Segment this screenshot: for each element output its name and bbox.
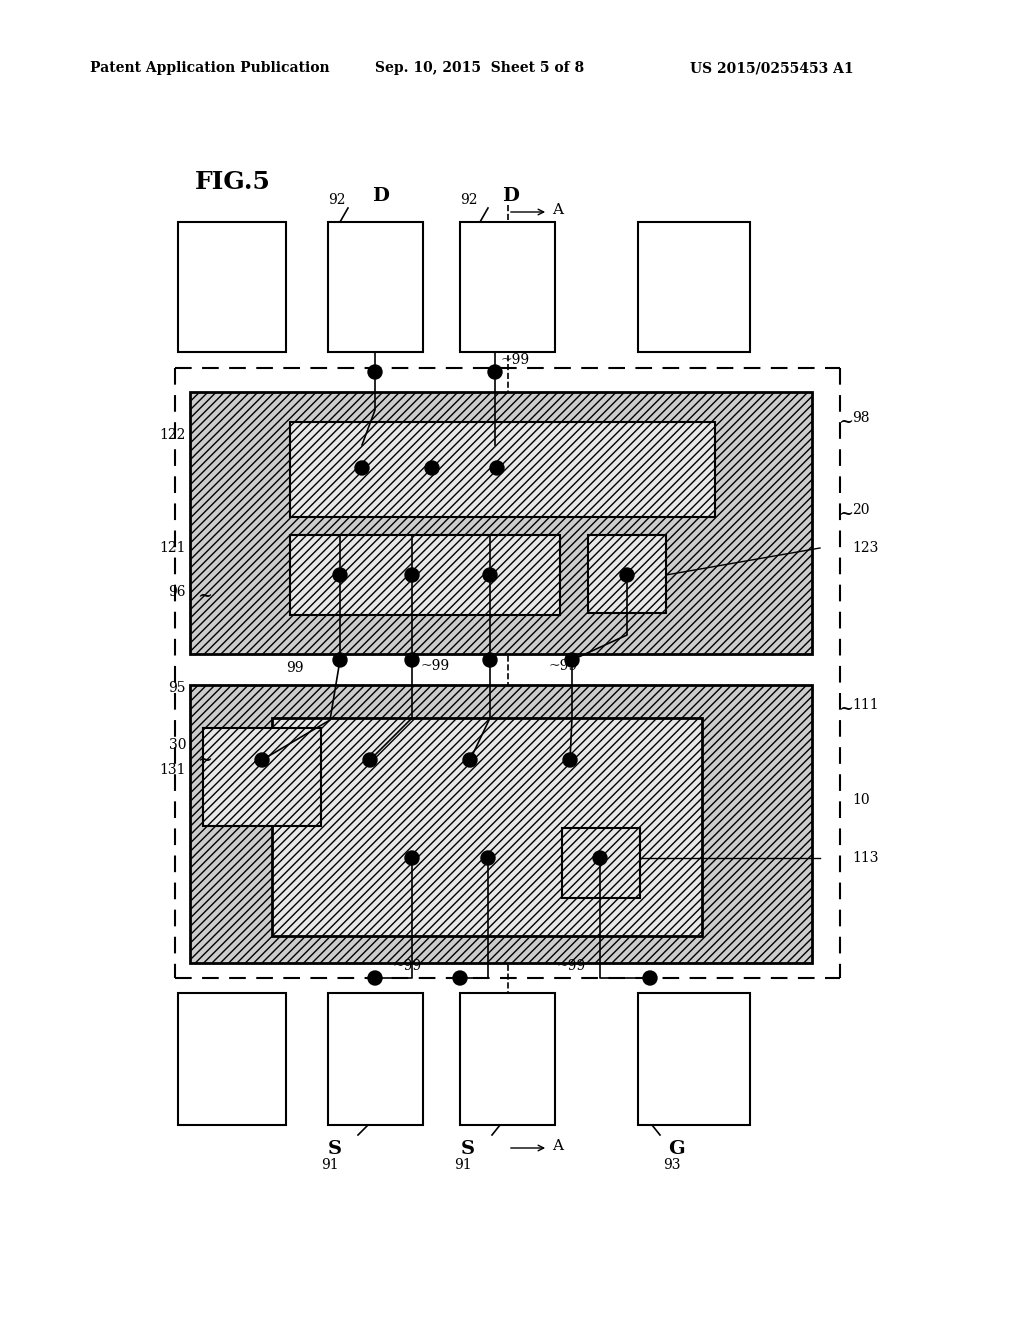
Circle shape (483, 653, 497, 667)
Text: FIG.5: FIG.5 (195, 170, 271, 194)
Text: 98: 98 (852, 411, 869, 425)
Circle shape (406, 568, 419, 582)
Text: 92: 92 (328, 193, 345, 207)
Bar (562, 828, 640, 898)
Circle shape (481, 851, 495, 865)
Text: 99: 99 (286, 661, 303, 675)
Circle shape (620, 568, 634, 582)
Text: ~: ~ (838, 413, 853, 432)
Text: Sep. 10, 2015  Sheet 5 of 8: Sep. 10, 2015 Sheet 5 of 8 (375, 61, 584, 75)
Bar (178, 222, 286, 352)
Text: 123: 123 (852, 541, 879, 554)
Bar (203, 729, 321, 826)
Text: A: A (552, 1139, 563, 1152)
Circle shape (488, 366, 502, 379)
Text: 91: 91 (455, 1158, 472, 1172)
Circle shape (565, 653, 579, 667)
Bar (460, 993, 555, 1125)
Text: ~: ~ (838, 506, 853, 523)
Text: ~99: ~99 (420, 659, 450, 673)
Text: ~99: ~99 (393, 960, 422, 973)
Bar (272, 718, 702, 936)
Text: S: S (328, 1140, 342, 1158)
Text: D: D (502, 187, 519, 205)
Text: 30: 30 (169, 738, 186, 752)
Circle shape (425, 461, 439, 475)
Text: D: D (372, 187, 389, 205)
Circle shape (453, 972, 467, 985)
Text: G: G (668, 1140, 684, 1158)
Bar (328, 993, 423, 1125)
Bar (638, 993, 750, 1125)
Text: 95: 95 (169, 681, 186, 696)
Text: ~: ~ (197, 751, 212, 770)
Circle shape (406, 653, 419, 667)
Bar (638, 222, 750, 352)
Circle shape (368, 972, 382, 985)
Text: 10: 10 (852, 793, 869, 807)
Circle shape (406, 851, 419, 865)
Bar (290, 535, 560, 615)
Circle shape (463, 752, 477, 767)
Bar (328, 222, 423, 352)
Text: US 2015/0255453 A1: US 2015/0255453 A1 (690, 61, 854, 75)
Text: ~: ~ (838, 700, 853, 718)
Circle shape (255, 752, 269, 767)
Circle shape (333, 568, 347, 582)
Text: 113: 113 (852, 851, 879, 865)
Text: S: S (461, 1140, 475, 1158)
Circle shape (355, 461, 369, 475)
Circle shape (368, 366, 382, 379)
Text: ~99: ~99 (548, 659, 578, 673)
Circle shape (643, 972, 657, 985)
Text: 131: 131 (160, 763, 186, 777)
Bar (290, 422, 715, 517)
Text: 91: 91 (322, 1158, 339, 1172)
Bar (190, 685, 812, 964)
Circle shape (490, 461, 504, 475)
Bar (178, 993, 286, 1125)
Text: 111: 111 (852, 698, 879, 711)
Circle shape (593, 851, 607, 865)
Text: 93: 93 (664, 1158, 681, 1172)
Text: 96: 96 (169, 585, 186, 599)
Text: 122: 122 (160, 428, 186, 442)
Circle shape (362, 752, 377, 767)
Text: ~99: ~99 (500, 352, 529, 367)
Text: 121: 121 (160, 541, 186, 554)
Text: ~99: ~99 (556, 960, 585, 973)
Text: 92: 92 (460, 193, 477, 207)
Bar (460, 222, 555, 352)
Text: Patent Application Publication: Patent Application Publication (90, 61, 330, 75)
Text: ~: ~ (197, 587, 212, 605)
Bar (190, 392, 812, 653)
Circle shape (483, 568, 497, 582)
Text: A: A (552, 203, 563, 216)
Bar (588, 535, 666, 612)
Circle shape (333, 653, 347, 667)
Text: 20: 20 (852, 503, 869, 517)
Circle shape (563, 752, 577, 767)
